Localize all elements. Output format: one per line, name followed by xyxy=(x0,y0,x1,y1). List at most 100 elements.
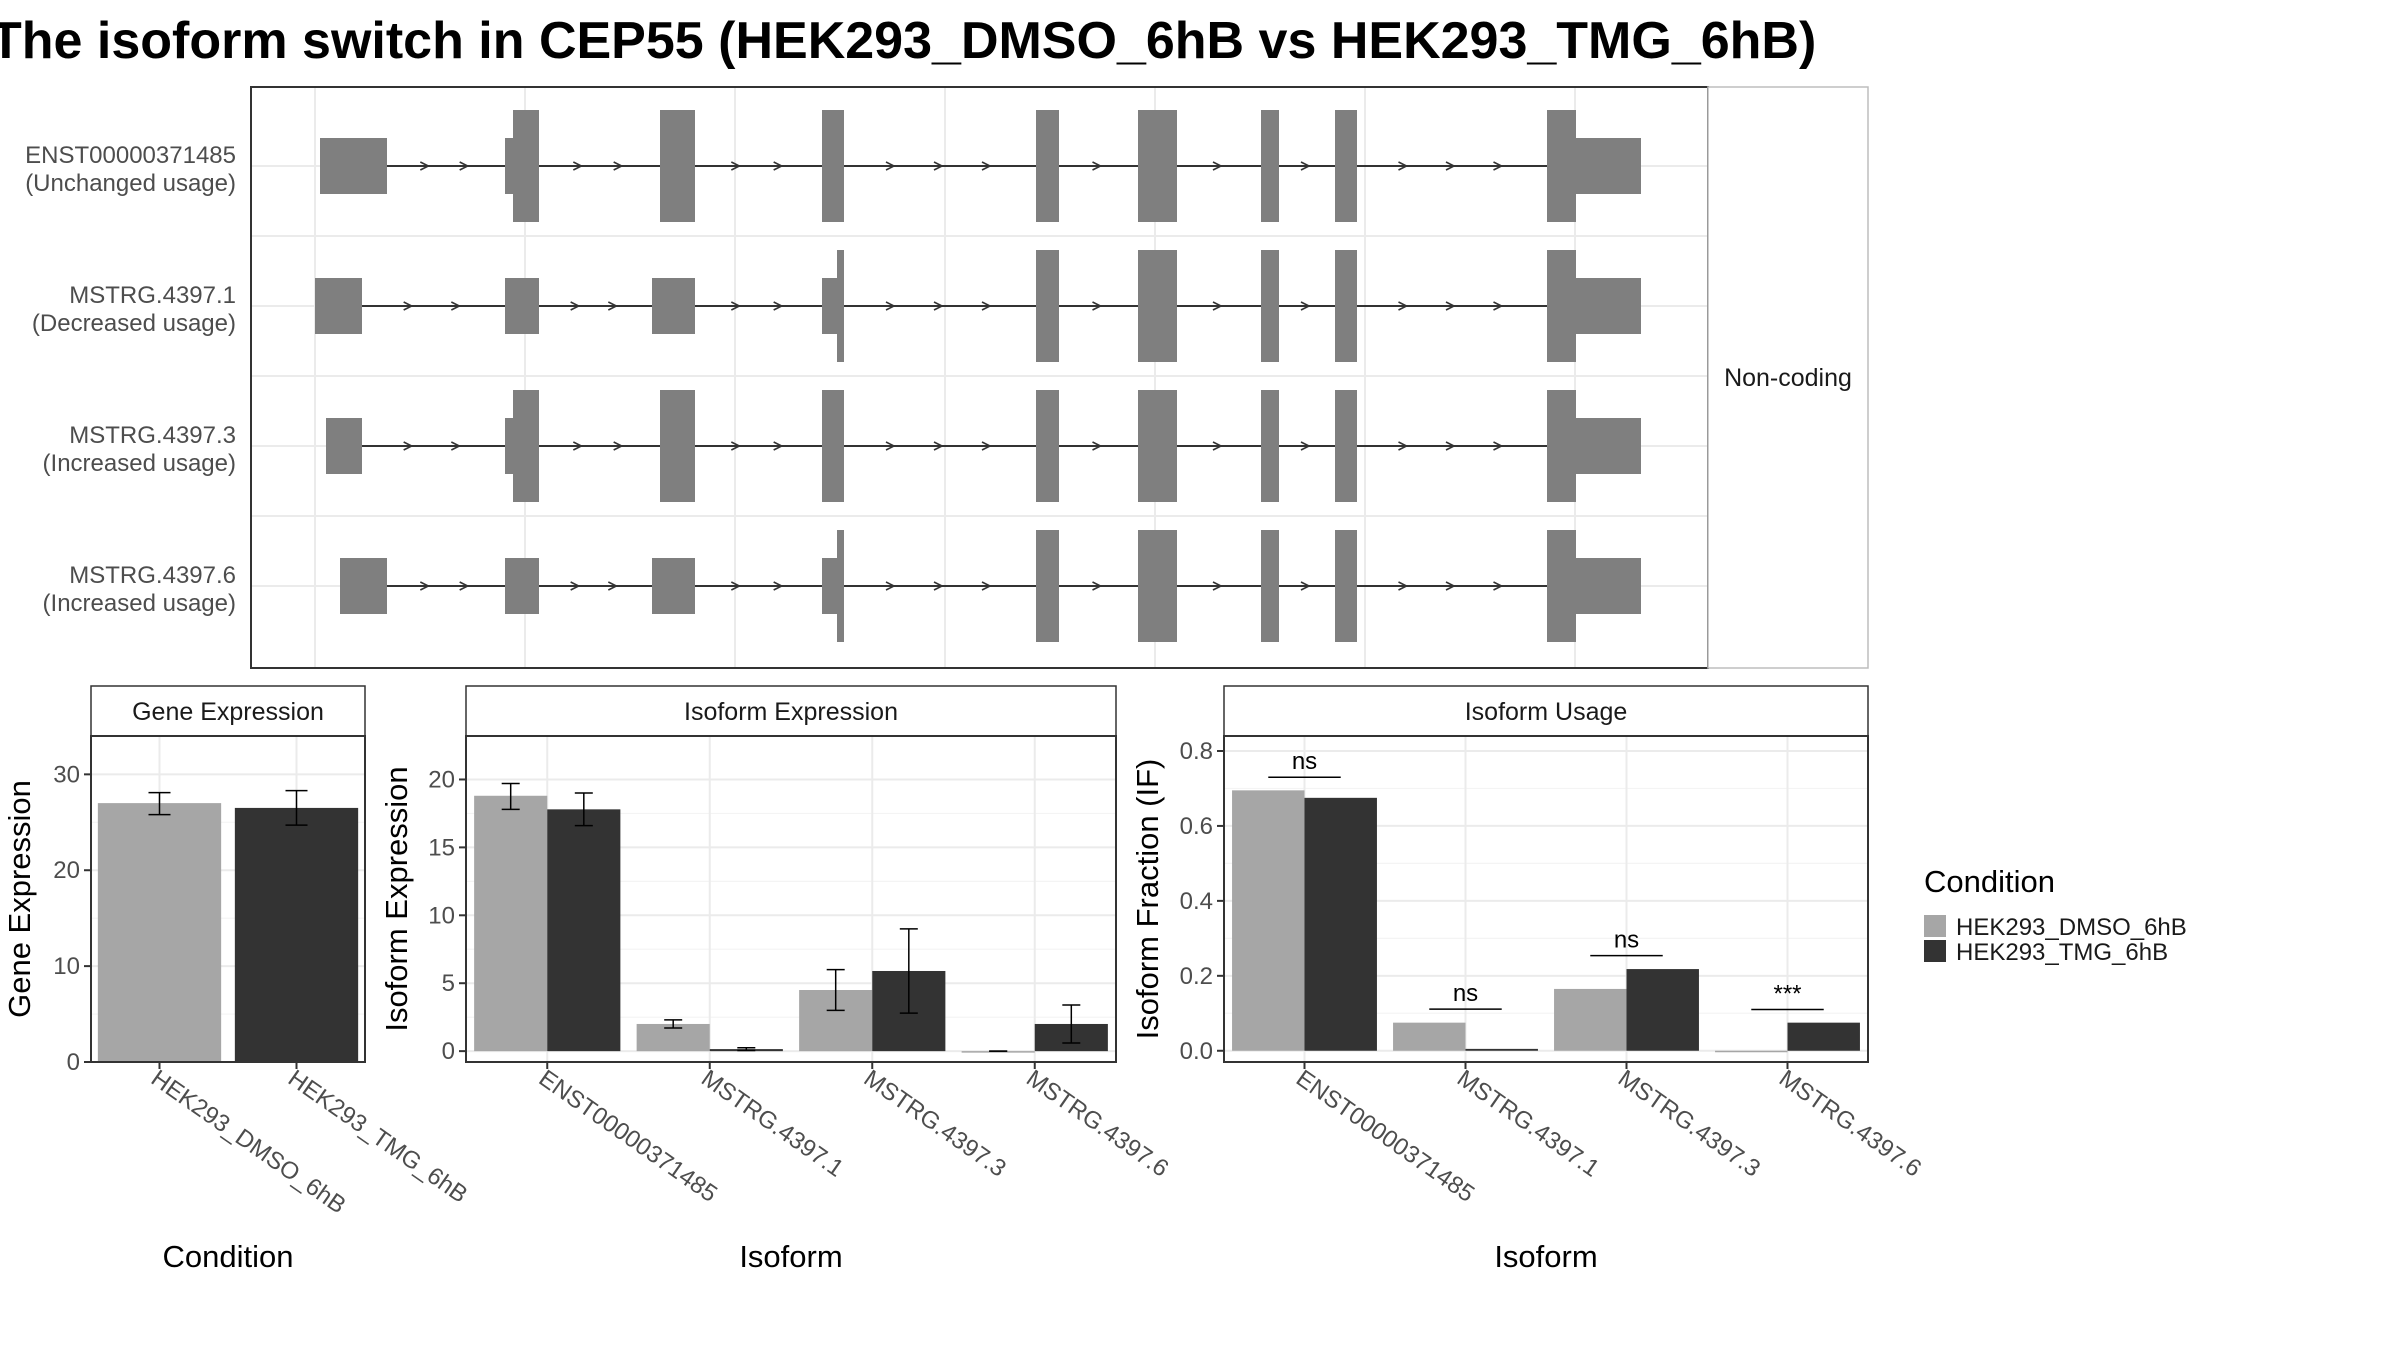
isoform-usage-panel: Isoform Usage ns ns ns *** 0.0 0.2 0.4 0.6 0.8 ENS… xyxy=(1130,685,1926,1274)
exon-block xyxy=(822,110,844,222)
x-tick-label: ENST00000371485 xyxy=(534,1065,722,1208)
isoform-id-label: ENST00000371485 xyxy=(25,142,236,169)
x-axis-title: Condition xyxy=(163,1239,294,1274)
exon-block xyxy=(505,418,513,474)
bar xyxy=(1393,1022,1466,1051)
y-tick-label: 0 xyxy=(67,1049,80,1076)
intron-direction-arrow xyxy=(1092,441,1103,451)
bar xyxy=(1626,969,1699,1051)
intron-direction-arrow xyxy=(773,301,784,311)
exon-block xyxy=(1335,110,1357,222)
facet-label-non-coding: Non-coding xyxy=(1724,364,1852,392)
intron-direction-arrow xyxy=(1212,301,1223,311)
bar xyxy=(97,803,222,1062)
intron-direction-arrow xyxy=(403,441,414,451)
intron-direction-arrow xyxy=(1398,301,1409,311)
y-tick-label: 0.4 xyxy=(1180,888,1213,915)
intron-direction-arrow xyxy=(572,161,584,171)
exon-block xyxy=(1036,390,1059,502)
intron-direction-arrow xyxy=(1493,581,1504,591)
panel-strip xyxy=(465,685,1117,737)
intron-direction-arrow xyxy=(459,581,470,591)
x-tick-label: MSTRG.4397.1 xyxy=(1452,1065,1604,1183)
intron-direction-arrow xyxy=(1398,441,1409,451)
intron-direction-arrow xyxy=(981,301,992,311)
panel-strip-title: Gene Expression xyxy=(132,698,324,726)
y-tick-label: 0.8 xyxy=(1180,738,1213,765)
intron-direction-arrow xyxy=(773,441,784,451)
intron-direction-arrow xyxy=(933,441,944,451)
exon-block xyxy=(660,390,695,502)
intron-direction-arrow xyxy=(450,441,462,451)
intron-direction-arrow xyxy=(933,301,944,311)
exon-block xyxy=(1036,250,1059,362)
exon-block xyxy=(1547,530,1576,642)
panel-strip-title: Isoform Expression xyxy=(684,698,898,726)
y-tick-label: 15 xyxy=(428,834,455,861)
y-tick-label: 0.2 xyxy=(1180,963,1213,990)
intron-direction-arrow xyxy=(613,441,624,451)
y-tick-label: 0 xyxy=(442,1038,455,1065)
bar xyxy=(1715,1050,1788,1053)
significance-label: *** xyxy=(1773,981,1801,1008)
intron-direction-arrow xyxy=(1398,581,1409,591)
bar xyxy=(1232,790,1305,1051)
x-axis-title: Isoform xyxy=(1494,1239,1597,1274)
intron-direction-arrow xyxy=(1300,161,1311,171)
exon-block xyxy=(1335,530,1357,642)
intron-direction-arrow xyxy=(1212,161,1223,171)
legend-title: Condition xyxy=(1924,864,2055,899)
exon-block xyxy=(505,278,539,334)
y-tick-label: 20 xyxy=(428,766,455,793)
legend-label-dmso: HEK293_DMSO_6hB xyxy=(1956,914,2187,941)
x-axis-title: Isoform xyxy=(739,1239,842,1274)
intron-direction-arrow xyxy=(1445,161,1456,171)
exon-block xyxy=(1576,138,1641,194)
y-tick-label: 30 xyxy=(53,761,80,788)
isoform-usage-label: (Increased usage) xyxy=(43,590,236,617)
intron-direction-arrow xyxy=(1300,581,1311,591)
intron-direction-arrow xyxy=(1092,581,1103,591)
intron-direction-arrow xyxy=(981,441,992,451)
exon-block xyxy=(822,278,837,334)
exon-block xyxy=(1261,530,1279,642)
significance-label: ns xyxy=(1292,748,1317,775)
intron-direction-arrow xyxy=(450,301,462,311)
exon-block xyxy=(505,138,513,194)
exon-block xyxy=(1261,250,1279,362)
exon-block xyxy=(822,558,837,614)
intron-direction-arrow xyxy=(1445,581,1456,591)
intron-direction-arrow xyxy=(1092,301,1103,311)
y-tick-label: 0.6 xyxy=(1180,813,1213,840)
intron-direction-arrow xyxy=(572,441,584,451)
significance-label: ns xyxy=(1453,980,1478,1007)
exon-block xyxy=(1138,530,1177,642)
panel-strip xyxy=(90,685,366,737)
legend-label-tmg: HEK293_TMG_6hB xyxy=(1956,939,2168,966)
panel-border xyxy=(90,735,366,1063)
panel-strip-title: Isoform Usage xyxy=(1465,698,1628,726)
exon-block xyxy=(513,110,539,222)
exon-block xyxy=(1036,110,1059,222)
intron-direction-arrow xyxy=(1398,161,1409,171)
bar xyxy=(1465,1048,1538,1051)
isoform-id-label: MSTRG.4397.1 xyxy=(69,282,236,309)
bar xyxy=(1554,988,1627,1051)
intron-direction-arrow xyxy=(885,441,896,451)
panel-border xyxy=(465,735,1117,1063)
intron-direction-arrow xyxy=(419,161,431,171)
intron-direction-arrow xyxy=(607,581,619,591)
panel-strip xyxy=(1223,685,1869,737)
transcript-structure-panel: ENST00000371485(Unchanged usage) MSTRG.43… xyxy=(25,86,1869,669)
exon-block xyxy=(660,110,695,222)
exon-block xyxy=(1576,418,1641,474)
intron-direction-arrow xyxy=(885,161,896,171)
x-tick-label: MSTRG.4397.6 xyxy=(1021,1065,1173,1183)
intron-direction-arrow xyxy=(981,581,992,591)
exon-block xyxy=(1547,390,1576,502)
bar xyxy=(1304,797,1377,1051)
exon-block xyxy=(1335,250,1357,362)
intron-direction-arrow xyxy=(1300,441,1311,451)
intron-direction-arrow xyxy=(1445,441,1456,451)
